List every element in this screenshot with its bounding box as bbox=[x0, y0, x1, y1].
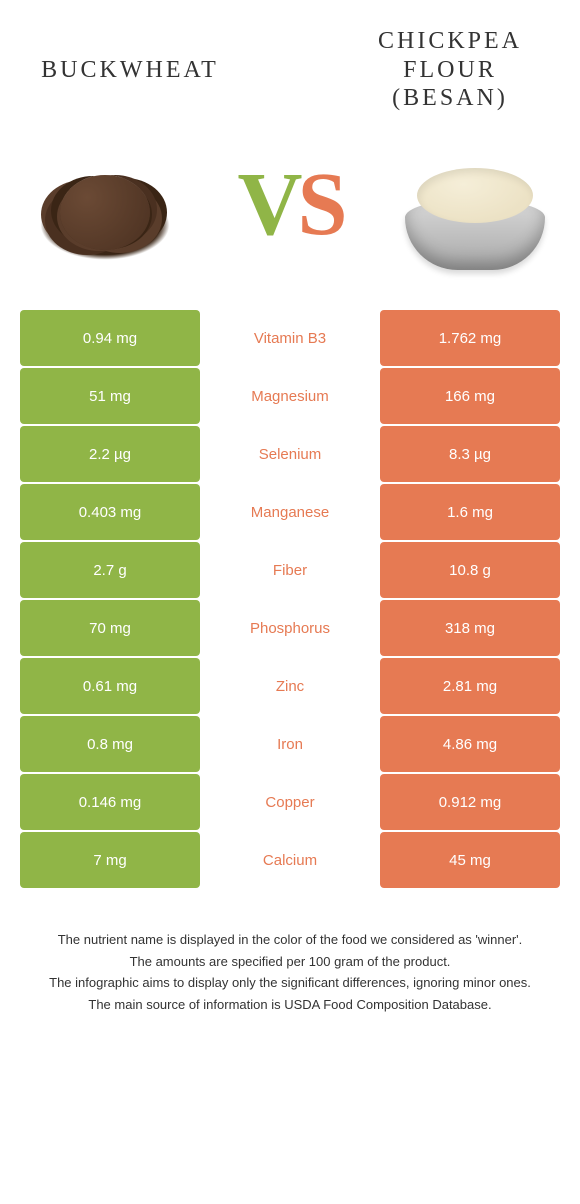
left-food-title: Buckwheat bbox=[30, 56, 230, 85]
left-food-image bbox=[30, 135, 180, 275]
buckwheat-icon bbox=[40, 190, 170, 260]
nutrient-label: Manganese bbox=[200, 484, 380, 540]
left-food-title-col: Buckwheat bbox=[30, 56, 230, 85]
left-value-cell: 70 mg bbox=[20, 600, 200, 656]
nutrient-label: Zinc bbox=[200, 658, 380, 714]
right-value-cell: 45 mg bbox=[380, 832, 560, 888]
left-value-cell: 7 mg bbox=[20, 832, 200, 888]
left-value-cell: 51 mg bbox=[20, 368, 200, 424]
left-value-cell: 2.7 g bbox=[20, 542, 200, 598]
nutrient-label: Fiber bbox=[200, 542, 380, 598]
right-value-cell: 2.81 mg bbox=[380, 658, 560, 714]
right-food-title-line2: flour bbox=[350, 56, 550, 85]
hero-row: VS bbox=[0, 130, 580, 310]
nutrient-label: Phosphorus bbox=[200, 600, 380, 656]
nutrient-label: Iron bbox=[200, 716, 380, 772]
left-value-cell: 0.94 mg bbox=[20, 310, 200, 366]
right-value-cell: 1.6 mg bbox=[380, 484, 560, 540]
table-row: 0.61 mgZinc2.81 mg bbox=[20, 658, 560, 714]
left-value-cell: 0.61 mg bbox=[20, 658, 200, 714]
nutrient-label: Selenium bbox=[200, 426, 380, 482]
right-value-cell: 8.3 µg bbox=[380, 426, 560, 482]
table-row: 0.146 mgCopper0.912 mg bbox=[20, 774, 560, 830]
header: Buckwheat Chickpea flour (Besan) bbox=[0, 0, 580, 130]
table-row: 0.94 mgVitamin B31.762 mg bbox=[20, 310, 560, 366]
left-value-cell: 2.2 µg bbox=[20, 426, 200, 482]
table-row: 0.403 mgManganese1.6 mg bbox=[20, 484, 560, 540]
table-row: 70 mgPhosphorus318 mg bbox=[20, 600, 560, 656]
right-food-image bbox=[400, 135, 550, 275]
footer-line-3: The infographic aims to display only the… bbox=[30, 973, 550, 993]
left-value-cell: 0.146 mg bbox=[20, 774, 200, 830]
table-row: 2.2 µgSelenium8.3 µg bbox=[20, 426, 560, 482]
footer-line-2: The amounts are specified per 100 gram o… bbox=[30, 952, 550, 972]
nutrient-label: Copper bbox=[200, 774, 380, 830]
left-value-cell: 0.403 mg bbox=[20, 484, 200, 540]
flour-bowl-icon bbox=[405, 160, 545, 270]
footer-line-4: The main source of information is USDA F… bbox=[30, 995, 550, 1015]
right-value-cell: 1.762 mg bbox=[380, 310, 560, 366]
right-food-title-line1: Chickpea bbox=[350, 27, 550, 56]
right-value-cell: 4.86 mg bbox=[380, 716, 560, 772]
table-row: 0.8 mgIron4.86 mg bbox=[20, 716, 560, 772]
right-value-cell: 166 mg bbox=[380, 368, 560, 424]
nutrient-label: Magnesium bbox=[200, 368, 380, 424]
right-value-cell: 318 mg bbox=[380, 600, 560, 656]
right-value-cell: 0.912 mg bbox=[380, 774, 560, 830]
table-row: 51 mgMagnesium166 mg bbox=[20, 368, 560, 424]
table-row: 2.7 gFiber10.8 g bbox=[20, 542, 560, 598]
right-food-title-line3: (Besan) bbox=[350, 84, 550, 113]
right-value-cell: 10.8 g bbox=[380, 542, 560, 598]
table-row: 7 mgCalcium45 mg bbox=[20, 832, 560, 888]
vs-label: VS bbox=[237, 160, 342, 250]
footer-line-1: The nutrient name is displayed in the co… bbox=[30, 930, 550, 950]
right-food-title: Chickpea flour (Besan) bbox=[350, 27, 550, 113]
footer-notes: The nutrient name is displayed in the co… bbox=[0, 890, 580, 1014]
right-food-title-col: Chickpea flour (Besan) bbox=[350, 27, 550, 113]
vs-s: S bbox=[297, 155, 342, 254]
nutrient-table: 0.94 mgVitamin B31.762 mg51 mgMagnesium1… bbox=[20, 310, 560, 888]
vs-v: V bbox=[237, 155, 297, 254]
nutrient-label: Calcium bbox=[200, 832, 380, 888]
nutrient-label: Vitamin B3 bbox=[200, 310, 380, 366]
left-value-cell: 0.8 mg bbox=[20, 716, 200, 772]
